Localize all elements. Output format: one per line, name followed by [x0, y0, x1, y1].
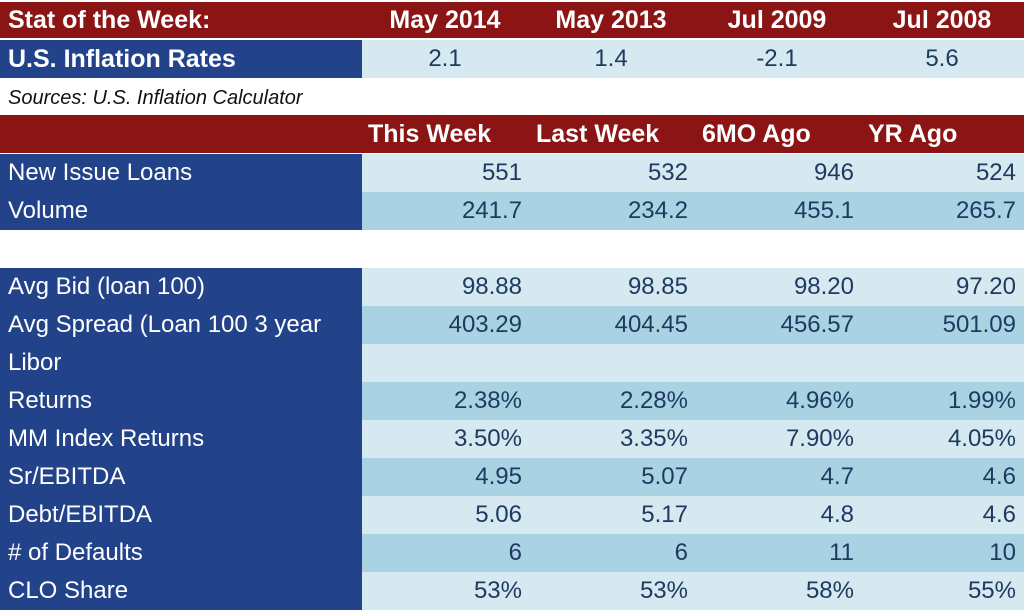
table-cell: 6: [530, 534, 696, 572]
table-cell: [362, 344, 530, 382]
table-cell: [696, 344, 862, 382]
table-cell: 455.1: [696, 192, 862, 230]
table-cell: 234.2: [530, 192, 696, 230]
col-6mo-ago: 6MO Ago: [702, 119, 811, 148]
table-cell: 98.20: [696, 268, 862, 306]
table-cell: 3.35%: [530, 420, 696, 458]
stat-row-label: U.S. Inflation Rates: [0, 40, 362, 78]
table-group-loans: New Issue Loans 551 532 946 524 Volume 2…: [0, 154, 1024, 230]
col-this-week: This Week: [368, 119, 492, 148]
row-label: Avg Spread (Loan 100 3 year: [0, 306, 362, 344]
table-cell: 501.09: [862, 306, 1024, 344]
row-label: MM Index Returns: [0, 420, 362, 458]
table-row: New Issue Loans 551 532 946 524: [0, 154, 1024, 192]
col-yr-ago: YR Ago: [868, 119, 958, 148]
table-cell: 53%: [530, 572, 696, 610]
table-cell: 98.88: [362, 268, 530, 306]
table-cell: 4.96%: [696, 382, 862, 420]
table-row: Libor: [0, 344, 1024, 382]
table-cell: 2.38%: [362, 382, 530, 420]
table-cell: 4.7: [696, 458, 862, 496]
row-label: CLO Share: [0, 572, 362, 610]
row-label: Libor: [0, 344, 362, 382]
table-row: Avg Bid (loan 100) 98.88 98.85 98.20 97.…: [0, 268, 1024, 306]
table-row: # of Defaults 6 6 11 10: [0, 534, 1024, 572]
table-row: Returns 2.38% 2.28% 4.96% 1.99%: [0, 382, 1024, 420]
stat-value: 5.6: [860, 40, 1024, 78]
row-label: # of Defaults: [0, 534, 362, 572]
stat-value: -2.1: [694, 40, 860, 78]
table-row: CLO Share 53% 53% 58% 55%: [0, 572, 1024, 610]
table-cell: 5.06: [362, 496, 530, 534]
stat-col-may-2014: May 2014: [389, 5, 501, 34]
row-label: Sr/EBITDA: [0, 458, 362, 496]
table-cell: 98.85: [530, 268, 696, 306]
row-label: Avg Bid (loan 100): [0, 268, 362, 306]
stat-col-jul-2009: Jul 2009: [727, 5, 827, 34]
table-cell: 4.95: [362, 458, 530, 496]
stat-value: 1.4: [528, 40, 694, 78]
table-row: Avg Spread (Loan 100 3 year 403.29 404.4…: [0, 306, 1024, 344]
table-row: Sr/EBITDA 4.95 5.07 4.7 4.6: [0, 458, 1024, 496]
source-note: Sources: U.S. Inflation Calculator: [8, 86, 303, 109]
row-label: Volume: [0, 192, 362, 230]
table-cell: 1.99%: [862, 382, 1024, 420]
table-cell: 58%: [696, 572, 862, 610]
table-cell: 4.8: [696, 496, 862, 534]
table-cell: 946: [696, 154, 862, 192]
table-cell: 241.7: [362, 192, 530, 230]
stat-col-may-2013: May 2013: [555, 5, 667, 34]
table-cell: [530, 344, 696, 382]
table-cell: 53%: [362, 572, 530, 610]
table-cell: 4.05%: [862, 420, 1024, 458]
row-label: Debt/EBITDA: [0, 496, 362, 534]
stat-header-row: Stat of the Week: May 2014 May 2013 Jul …: [0, 2, 1024, 38]
stat-values-row: U.S. Inflation Rates 2.1 1.4 -2.1 5.6: [0, 40, 1024, 78]
stat-title: Stat of the Week:: [8, 5, 211, 34]
table-cell: 7.90%: [696, 420, 862, 458]
stat-value: 2.1: [362, 40, 528, 78]
table-spacer: [0, 230, 1024, 258]
table-cell: [862, 344, 1024, 382]
table-cell: 5.07: [530, 458, 696, 496]
table-cell: 404.45: [530, 306, 696, 344]
table-row: Debt/EBITDA 5.06 5.17 4.8 4.6: [0, 496, 1024, 534]
table-cell: 532: [530, 154, 696, 192]
table-cell: 3.50%: [362, 420, 530, 458]
col-last-week: Last Week: [536, 119, 660, 148]
table-cell: 11: [696, 534, 862, 572]
table-header-blank: [0, 115, 362, 153]
table-cell: 97.20: [862, 268, 1024, 306]
table-cell: 403.29: [362, 306, 530, 344]
table-cell: 2.28%: [530, 382, 696, 420]
table-cell: 551: [362, 154, 530, 192]
table-group-metrics: Avg Bid (loan 100) 98.88 98.85 98.20 97.…: [0, 268, 1024, 610]
table-cell: 524: [862, 154, 1024, 192]
table-header-row: This Week Last Week 6MO Ago YR Ago: [0, 115, 1024, 153]
table-cell: 5.17: [530, 496, 696, 534]
table-cell: 456.57: [696, 306, 862, 344]
table-cell: 4.6: [862, 458, 1024, 496]
table-row: Volume 241.7 234.2 455.1 265.7: [0, 192, 1024, 230]
table-row: MM Index Returns 3.50% 3.35% 7.90% 4.05%: [0, 420, 1024, 458]
table-cell: 4.6: [862, 496, 1024, 534]
table-cell: 10: [862, 534, 1024, 572]
stat-col-jul-2008: Jul 2008: [892, 5, 992, 34]
row-label: Returns: [0, 382, 362, 420]
table-cell: 265.7: [862, 192, 1024, 230]
table-cell: 6: [362, 534, 530, 572]
table-cell: 55%: [862, 572, 1024, 610]
row-label: New Issue Loans: [0, 154, 362, 192]
